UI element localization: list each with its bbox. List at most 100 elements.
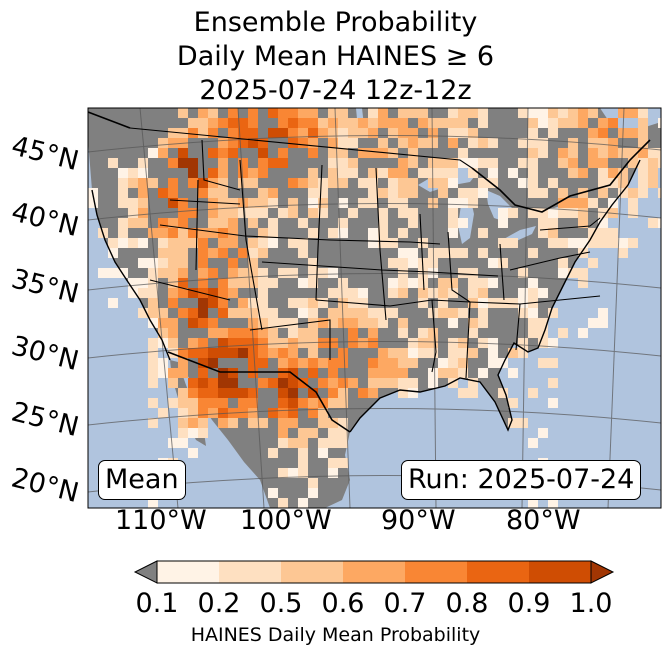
prob-cell [348, 318, 358, 328]
prob-cell [328, 458, 338, 468]
prob-cell [468, 388, 478, 398]
prob-cell [228, 378, 238, 388]
prob-cell [548, 118, 558, 128]
prob-cell [478, 188, 488, 198]
prob-cell [448, 158, 458, 168]
prob-cell [288, 238, 298, 248]
prob-cell [258, 348, 268, 358]
prob-cell [518, 348, 528, 358]
prob-cell [168, 368, 178, 378]
prob-cell [268, 348, 278, 358]
prob-cell [158, 368, 168, 378]
prob-cell [258, 158, 268, 168]
prob-cell [128, 178, 138, 188]
colorbar-tick-6: 0.9 [507, 588, 551, 619]
prob-cell [218, 138, 228, 148]
prob-cell [558, 118, 568, 128]
prob-cell [208, 248, 218, 258]
colorbar-frame [156, 560, 592, 584]
prob-cell [618, 168, 628, 178]
prob-cell [518, 178, 528, 188]
prob-cell [418, 298, 428, 308]
prob-cell [168, 348, 178, 358]
prob-cell [328, 398, 338, 408]
prob-cell [138, 218, 148, 228]
prob-cell [228, 118, 238, 128]
prob-cell [138, 168, 148, 178]
prob-cell [618, 238, 628, 248]
prob-cell [308, 358, 318, 368]
prob-cell [238, 208, 248, 218]
prob-cell [168, 218, 178, 228]
prob-cell [528, 188, 538, 198]
prob-cell [188, 338, 198, 348]
prob-cell [468, 188, 478, 198]
colorbar-tick-2: 0.5 [259, 588, 303, 619]
prob-cell [478, 248, 488, 258]
prob-cell [468, 108, 478, 118]
colorbar-label: HAINES Daily Mean Probability [190, 624, 481, 646]
prob-cell [98, 268, 108, 278]
prob-cell [388, 168, 398, 178]
prob-cell [298, 248, 308, 258]
prob-cell [598, 228, 608, 238]
prob-cell [228, 278, 238, 288]
prob-cell [338, 278, 348, 288]
state-borders [129, 127, 601, 379]
prob-cell [598, 178, 608, 188]
prob-cell [158, 218, 168, 228]
prob-cell [328, 138, 338, 148]
prob-cell [338, 118, 348, 128]
prob-cell [528, 438, 538, 448]
prob-cell [488, 138, 498, 148]
prob-cell [318, 448, 328, 458]
prob-cell [368, 318, 378, 328]
prob-cell [348, 328, 358, 338]
prob-cell [458, 188, 468, 198]
prob-cell [198, 128, 208, 138]
prob-cell [308, 128, 318, 138]
prob-cell [188, 228, 198, 238]
prob-cell [458, 128, 468, 138]
prob-cell [278, 158, 288, 168]
prob-cell [198, 298, 208, 308]
prob-cell [528, 108, 538, 118]
prob-cell [268, 228, 278, 238]
prob-cell [628, 158, 638, 168]
prob-cell [218, 168, 228, 178]
prob-cell [208, 328, 218, 338]
prob-cell [388, 178, 398, 188]
prob-cell [268, 108, 278, 118]
prob-cell [248, 118, 258, 128]
prob-cell [158, 328, 168, 338]
prob-cell [308, 278, 318, 288]
prob-cell [518, 138, 528, 148]
prob-cell [378, 308, 388, 318]
prob-cell [508, 298, 518, 308]
prob-cell [438, 298, 448, 308]
prob-cell [388, 128, 398, 138]
prob-cell [568, 238, 578, 248]
prob-cell [538, 338, 548, 348]
prob-cell [258, 198, 268, 208]
prob-cell [148, 368, 158, 378]
prob-cell [368, 168, 378, 178]
prob-cell [288, 268, 298, 278]
prob-cell [158, 148, 168, 158]
prob-cell [448, 288, 458, 298]
prob-cell [188, 418, 198, 428]
prob-cell [218, 218, 228, 228]
prob-cell [378, 188, 388, 198]
prob-cell [258, 228, 268, 238]
prob-cell [408, 388, 418, 398]
prob-cell [248, 128, 258, 138]
prob-cell [238, 128, 248, 138]
colorbar-bin-1 [219, 561, 281, 583]
prob-cell [228, 328, 238, 338]
prob-cell [368, 108, 378, 118]
prob-cell [238, 138, 248, 148]
prob-cell [508, 208, 518, 218]
prob-cell [178, 238, 188, 248]
prob-cell [278, 428, 288, 438]
prob-cell [348, 158, 358, 168]
